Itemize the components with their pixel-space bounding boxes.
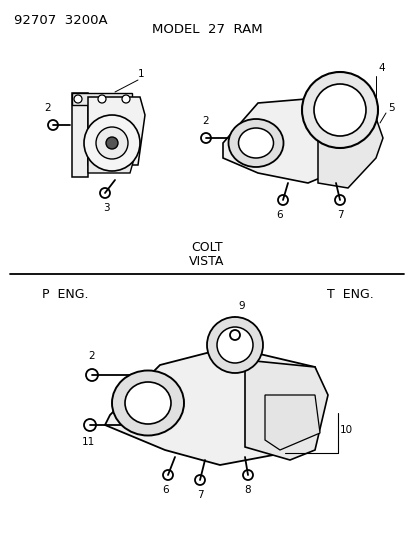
Circle shape	[206, 317, 262, 373]
Polygon shape	[223, 98, 375, 183]
Text: 8: 8	[244, 485, 251, 495]
Circle shape	[313, 84, 365, 136]
Polygon shape	[244, 360, 327, 460]
Text: 7: 7	[196, 490, 203, 500]
Polygon shape	[88, 145, 138, 173]
Text: 92707  3200A: 92707 3200A	[14, 14, 107, 27]
Circle shape	[106, 137, 118, 149]
Text: 7: 7	[336, 210, 342, 220]
Circle shape	[301, 72, 377, 148]
Text: 9: 9	[237, 301, 244, 311]
Text: P  ENG.: P ENG.	[42, 288, 88, 301]
Circle shape	[98, 95, 106, 103]
Ellipse shape	[238, 128, 273, 158]
Text: 1: 1	[138, 69, 144, 79]
Polygon shape	[88, 97, 145, 165]
Polygon shape	[317, 98, 382, 188]
Ellipse shape	[228, 119, 283, 167]
Text: VISTA: VISTA	[189, 255, 224, 268]
Polygon shape	[72, 93, 88, 177]
Text: 5: 5	[387, 103, 394, 113]
Text: 3: 3	[102, 203, 109, 213]
Circle shape	[216, 327, 252, 363]
Text: COLT: COLT	[191, 241, 222, 254]
Text: 2: 2	[45, 103, 51, 113]
Text: 2: 2	[88, 351, 95, 361]
Text: 6: 6	[276, 210, 282, 220]
Circle shape	[96, 127, 128, 159]
Ellipse shape	[112, 370, 183, 435]
Ellipse shape	[125, 382, 171, 424]
Polygon shape	[105, 347, 324, 465]
Polygon shape	[264, 395, 319, 450]
Text: 11: 11	[81, 437, 95, 447]
Circle shape	[84, 115, 140, 171]
Text: 10: 10	[339, 425, 352, 435]
Text: 2: 2	[202, 116, 209, 126]
Polygon shape	[72, 93, 132, 105]
Circle shape	[74, 95, 82, 103]
Text: T  ENG.: T ENG.	[326, 288, 373, 301]
Text: 4: 4	[377, 63, 384, 73]
Text: MODEL  27  RAM: MODEL 27 RAM	[151, 23, 262, 36]
Text: 6: 6	[162, 485, 169, 495]
Circle shape	[122, 95, 130, 103]
